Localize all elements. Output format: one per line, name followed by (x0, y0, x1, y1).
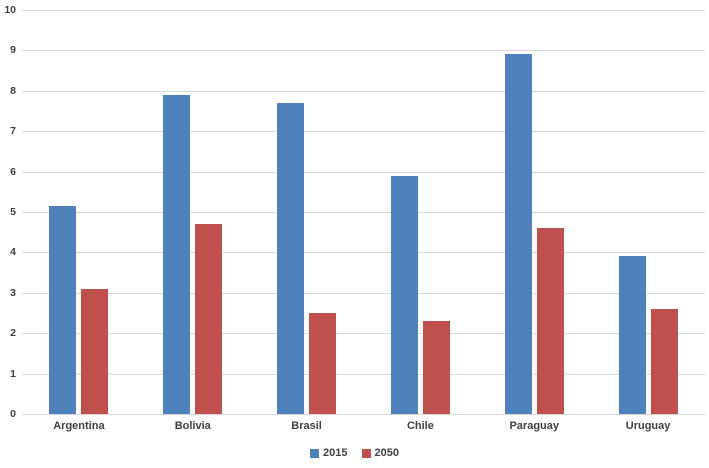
gridline (22, 414, 705, 415)
gridline (22, 171, 705, 173)
y-tick-label: 4 (10, 246, 16, 259)
gridline (22, 212, 705, 213)
bar-2050-bolivia (195, 224, 223, 414)
x-category-label: Chile (406, 420, 434, 432)
bar-2050-uruguay (650, 308, 678, 414)
y-tick-label: 9 (10, 44, 16, 57)
y-tick-label: 7 (10, 125, 16, 138)
x-category-label: Bolivia (174, 420, 211, 432)
gridline (22, 90, 705, 92)
bar-2015-chile (390, 175, 418, 414)
gridline (22, 50, 705, 52)
gridline (22, 10, 705, 11)
legend-swatch-icon (361, 449, 371, 458)
gridline (22, 252, 705, 254)
legend-item-2050: 2050 (361, 447, 399, 459)
bar-2050-argentina (81, 288, 109, 414)
gridline (22, 131, 705, 133)
x-category-label: Brasil (291, 420, 322, 432)
bar-2050-paraguay (536, 228, 564, 414)
bar-2015-argentina (49, 205, 77, 414)
gridline (22, 373, 705, 375)
legend-item-2015: 2015 (310, 447, 348, 459)
x-category-label: Uruguay (625, 420, 671, 432)
y-tick-label: 2 (10, 327, 16, 340)
bar-2015-bolivia (163, 94, 191, 414)
y-tick-label: 5 (10, 206, 16, 218)
gridline (22, 292, 705, 294)
bar-2015-brasil (277, 102, 305, 414)
bar-2050-brasil (309, 313, 337, 414)
legend-label: 2050 (374, 447, 399, 459)
bar-2050-chile (422, 321, 450, 414)
y-tick-label: 6 (10, 165, 16, 178)
x-category-label: Paraguay (509, 420, 559, 432)
chart-legend: 2015 2050 (0, 448, 709, 459)
y-tick-label: 1 (10, 367, 16, 380)
y-tick-label: 3 (10, 286, 16, 299)
x-category-label: Argentina (53, 420, 105, 432)
y-tick-label: 0 (10, 408, 16, 420)
gridline (22, 333, 705, 335)
bar-2015-paraguay (504, 54, 532, 414)
bar-2015-uruguay (618, 256, 646, 414)
legend-swatch-icon (310, 449, 320, 458)
y-tick-label: 10 (4, 4, 16, 16)
legend-label: 2015 (323, 447, 348, 459)
y-tick-label: 8 (10, 84, 16, 97)
